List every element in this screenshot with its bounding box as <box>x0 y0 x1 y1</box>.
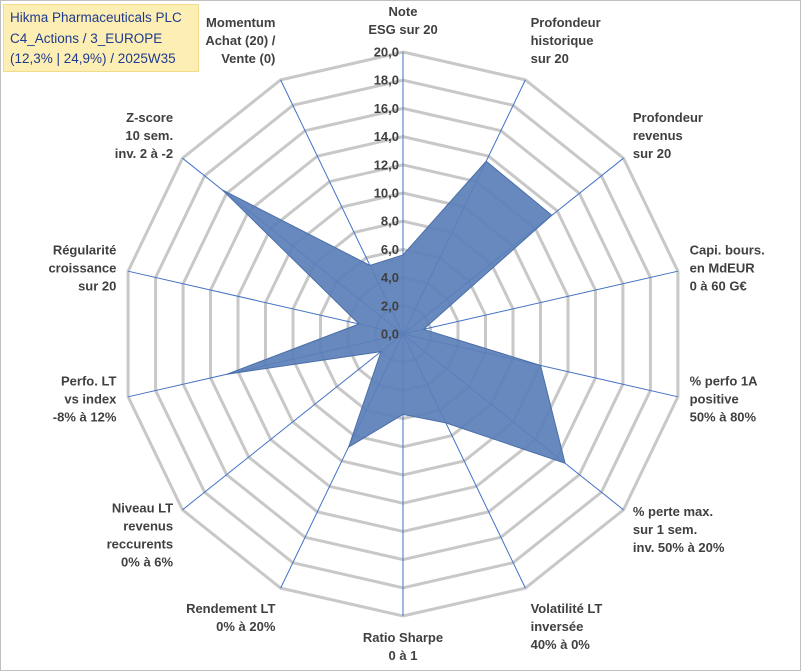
axis-label: historique <box>531 33 594 48</box>
tick-label: 6,0 <box>381 242 399 257</box>
axis-label: sur 1 sem. <box>633 522 697 537</box>
axis-label: 0 à 60 G€ <box>690 279 747 294</box>
axis-label: Capi. bours. <box>690 243 765 258</box>
axis-label: % perfo 1A <box>690 373 759 388</box>
axis-label: 0% à 20% <box>216 619 276 634</box>
tick-label: 20,0 <box>374 45 399 60</box>
axis-label: Z-score <box>126 110 173 125</box>
axis-label: sur 20 <box>78 279 116 294</box>
axis-label: inversée <box>531 619 584 634</box>
axis-label: sur 20 <box>531 51 569 66</box>
tick-label: 12,0 <box>374 157 399 172</box>
axis-label: Note <box>389 4 418 19</box>
axis-label: revenus <box>123 519 173 534</box>
axis-label: Momentum <box>206 15 275 30</box>
axis-label: Vente (0) <box>221 51 275 66</box>
axis-label: ESG sur 20 <box>368 22 437 37</box>
axis-label: Régularité <box>53 243 117 258</box>
tick-label: 18,0 <box>374 73 399 88</box>
axis-labels: Note ESG sur 20 Profondeur historique sur 20… <box>48 4 764 663</box>
tick-label: 14,0 <box>374 129 399 144</box>
axis-label: 40% à 0% <box>531 637 591 652</box>
chart-title-line-3: (12,3% | 24,9%) / 2025W35 <box>10 51 176 66</box>
axis-label: % perte max. <box>633 504 713 519</box>
chart-title-box: Hikma Pharmaceuticals PLC C4_Actions / 3… <box>3 4 199 72</box>
axis-label: en MdEUR <box>690 261 756 276</box>
axis-label: inv. 50% à 20% <box>633 540 725 555</box>
axis-label: 0% à 6% <box>121 555 173 570</box>
axis-label: 50% à 80% <box>690 409 757 424</box>
axis-label: Achat (20) / <box>205 33 275 48</box>
axis-label: croissance <box>48 261 116 276</box>
tick-label: 4,0 <box>381 270 399 285</box>
axis-label: Volatilité LT <box>531 601 603 616</box>
series-area <box>221 160 566 464</box>
axis-label: Ratio Sharpe <box>363 630 443 645</box>
tick-label: 16,0 <box>374 101 399 116</box>
axis-label: inv. 2 à -2 <box>115 146 173 161</box>
axis-label: reccurents <box>107 537 173 552</box>
radar-spoke <box>402 270 679 335</box>
axis-label: sur 20 <box>633 146 671 161</box>
axis-label: Rendement LT <box>186 601 275 616</box>
radar-spoke <box>127 270 404 335</box>
axis-label: Profondeur <box>633 110 703 125</box>
axis-label: -8% à 12% <box>53 409 117 424</box>
axis-label: Profondeur <box>531 15 601 30</box>
axis-label: Niveau LT <box>112 501 173 516</box>
radar-spoke <box>182 333 404 511</box>
tick-label: 2,0 <box>381 298 399 313</box>
tick-label: 10,0 <box>374 186 399 201</box>
radar-series <box>221 160 566 464</box>
axis-label: 0 à 1 <box>389 648 418 663</box>
axis-label: vs index <box>64 391 117 406</box>
chart-title-line-1: Hikma Pharmaceuticals PLC <box>10 10 182 25</box>
tick-label: 0,0 <box>381 327 399 342</box>
chart-title-line-2: C4_Actions / 3_EUROPE <box>10 30 163 46</box>
tick-label: 8,0 <box>381 214 399 229</box>
axis-label: revenus <box>633 128 683 143</box>
axis-label: Perfo. LT <box>61 373 116 388</box>
axis-label: positive <box>690 391 739 406</box>
axis-label: 10 sem. <box>125 128 173 143</box>
radial-tick-labels: 0,0 2,0 4,0 6,0 8,0 10,0 12,0 14,0 16,0 18,0 20,0 <box>374 45 399 342</box>
